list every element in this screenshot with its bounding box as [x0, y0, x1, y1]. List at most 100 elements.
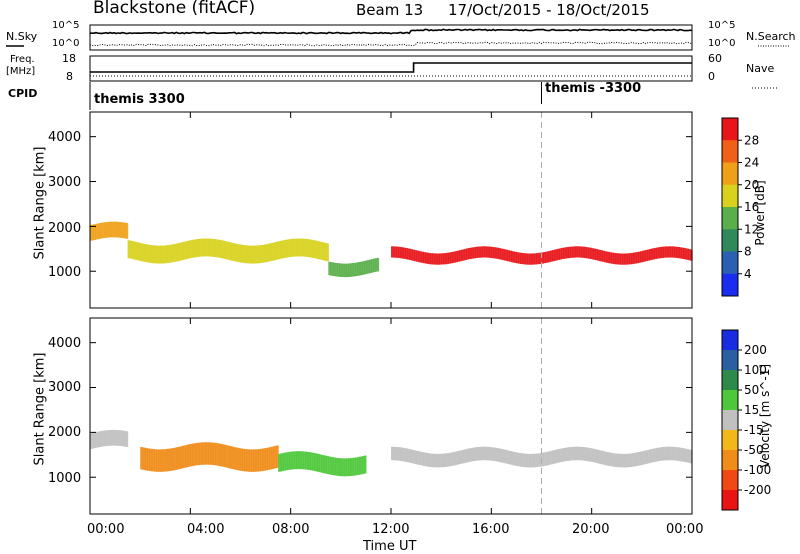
vel-echo-cell: [613, 453, 616, 467]
vel-echo-cell: [353, 457, 356, 476]
vel-echo-cell: [494, 447, 498, 462]
pwr-echo-cell: [204, 238, 208, 257]
vel-echo-cell: [233, 447, 236, 470]
vel-echo-cell: [290, 451, 294, 470]
vel-echo-cell: [448, 452, 451, 467]
pwr-echo-cell: [333, 262, 337, 277]
vel-echo-cell: [210, 442, 213, 465]
pwr-echo-cell: [120, 222, 123, 238]
vel-echo-cell: [573, 446, 577, 461]
pwr-echo-cell: [369, 259, 372, 273]
vel-echo-cell: [287, 452, 290, 470]
pwr-echo-cell: [643, 250, 646, 262]
vel-echo-cell: [339, 458, 342, 477]
vel-echo-cell: [539, 453, 543, 467]
vel-echo-cell: [602, 451, 605, 465]
vel-echo-cell: [679, 447, 682, 462]
pwr-echo-cell: [367, 259, 371, 274]
pwr-echo-cell: [202, 238, 206, 257]
vel-echo-cell: [242, 448, 245, 472]
vel-colorbar-tick-label: -15: [744, 423, 764, 437]
vel-echo-cell: [305, 451, 308, 470]
pwr-colorbar-cell: [722, 207, 738, 230]
vel-echo-cell: [425, 452, 428, 467]
pwr-echo-cell: [668, 246, 672, 258]
pwr-echo-cell: [437, 253, 440, 265]
vel-echo-cell: [109, 430, 113, 446]
vel-echo-cell: [115, 430, 118, 446]
vel-colorbar-cell: [722, 410, 738, 431]
pwr-echo-cell: [353, 262, 356, 277]
pwr-echo-cell: [523, 253, 526, 265]
vel-echo-cell: [534, 453, 537, 468]
vel-echo-cell: [444, 453, 448, 467]
vel-echo-cell: [262, 448, 265, 471]
pwr-echo-cell: [251, 245, 254, 264]
pwr-colorbar-cell: [722, 251, 738, 275]
pwr-echo-cell: [279, 240, 283, 259]
vel-echo-cell: [683, 448, 686, 462]
pwr-echo-cell: [670, 246, 673, 258]
vel-echo-cell: [450, 452, 453, 466]
pwr-echo-cell: [425, 252, 428, 264]
pwr-echo-cell: [229, 242, 233, 261]
vel-echo-cell: [159, 449, 163, 472]
pwr-echo-cell: [570, 246, 573, 258]
vel-echo-cell: [281, 453, 285, 471]
pwr-echo-cell: [539, 252, 543, 264]
pwr-echo-cell: [254, 245, 258, 264]
pwr-echo-cell: [104, 222, 107, 238]
pwr-echo-cell: [215, 239, 218, 258]
vel-cb-label: Velocity [m s^-1]: [758, 363, 772, 468]
pwr-echo-cell: [516, 252, 519, 264]
pwr-echo-cell: [335, 263, 338, 277]
pwr-echo-cell: [360, 261, 363, 276]
vel-echo-cell: [677, 447, 681, 461]
vel-echo-cell: [113, 429, 116, 446]
vel-colorbar-tick-label: -50: [744, 443, 764, 457]
vel-echo-cell: [142, 447, 145, 470]
pwr-echo-cell: [618, 253, 621, 265]
vel-echo-cell: [271, 446, 274, 470]
pwr-echo-cell: [306, 239, 310, 257]
pwr-echo-cell: [102, 222, 105, 239]
pwr-echo-cell: [371, 259, 374, 273]
pwr-ytick-3000: 3000: [48, 175, 82, 190]
pwr-echo-cell: [247, 245, 251, 264]
pwr-echo-cell: [656, 247, 659, 259]
pwr-echo-cell: [493, 247, 496, 259]
pwr-echo-cell: [559, 248, 562, 260]
pwr-echo-cell: [428, 253, 431, 265]
pwr-echo-cell: [631, 252, 634, 265]
vel-echo-cell: [238, 448, 242, 471]
vel-echo-cell: [632, 453, 636, 467]
pwr-echo-cell: [297, 238, 301, 257]
vel-echo-cell: [401, 447, 405, 462]
vel-echo-cell: [355, 457, 358, 476]
pwr-echo-cell: [263, 244, 267, 263]
pwr-echo-cell: [346, 263, 349, 278]
pwr-echo-cell: [584, 246, 587, 259]
pwr-echo-cell: [118, 222, 122, 238]
pwr-echo-cell: [299, 238, 302, 257]
vel-echo-cell: [326, 456, 329, 474]
vel-echo-cell: [211, 442, 215, 465]
vel-echo-cell: [394, 446, 397, 461]
vel-echo-cell: [358, 456, 362, 475]
pwr-echo-cell: [475, 246, 478, 258]
pwr-echo-cell: [505, 249, 509, 261]
vel-echo-cell: [317, 454, 320, 472]
vel-echo-cell: [260, 448, 263, 472]
pwr-echo-cell: [109, 221, 113, 238]
pwr-echo-cell: [287, 239, 290, 258]
vel-echo-cell: [276, 445, 279, 468]
vel-echo-cell: [675, 447, 679, 461]
vel-echo-cell: [405, 448, 408, 462]
pwr-colorbar-tick-label: 12: [744, 222, 759, 236]
vel-echo-cell: [145, 448, 148, 471]
vel-echo-cell: [512, 451, 516, 466]
pwr-echo-cell: [407, 248, 410, 260]
vel-echo-cell: [566, 447, 569, 461]
vel-colorbar-tick-label: 50: [744, 383, 759, 397]
pwr-echo-cell: [328, 261, 331, 276]
